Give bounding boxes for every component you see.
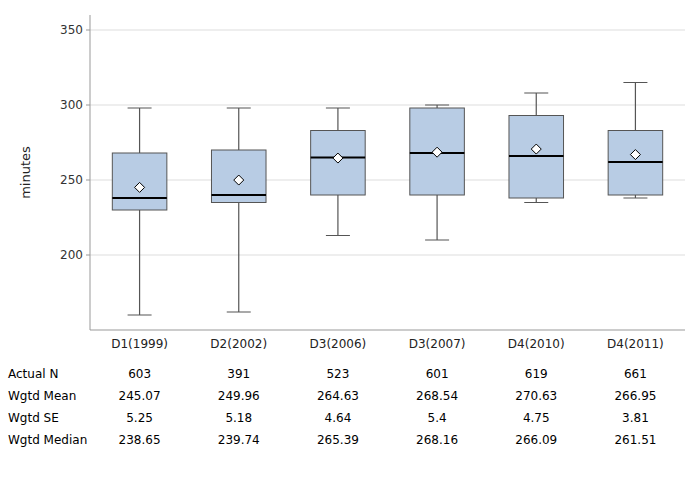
whisker-high: [623, 83, 647, 131]
y-axis-label: minutes: [18, 146, 33, 199]
median: [112, 197, 167, 199]
box: [112, 153, 167, 210]
table-cell: 4.64: [325, 411, 352, 425]
grid-line: [90, 105, 685, 106]
whisker-low: [128, 210, 152, 315]
table-cell: 264.63: [317, 389, 359, 403]
box: [410, 108, 465, 195]
grid-line: [90, 180, 685, 181]
x-tick-label: D4(2011): [607, 337, 664, 351]
table-cell: 239.74: [218, 433, 260, 447]
boxes: [112, 83, 662, 316]
whisker-high: [227, 108, 251, 150]
table-cell: 261.51: [614, 433, 656, 447]
x-axis: [90, 330, 685, 331]
grid-line: [90, 255, 685, 256]
table-cell: 4.75: [523, 411, 550, 425]
grid-line: [90, 30, 685, 31]
box: [211, 150, 266, 203]
table-cell: 601: [426, 367, 449, 381]
table-cell: 266.95: [614, 389, 656, 403]
x-tick-label: D3(2006): [310, 337, 367, 351]
whisker-low: [524, 198, 548, 203]
box: [509, 116, 564, 199]
whisker-high: [326, 108, 350, 131]
table-row-label: Wgtd Median: [8, 433, 87, 447]
y-tick-label: 300: [60, 98, 83, 112]
median: [509, 155, 564, 157]
mean-marker: [234, 175, 244, 185]
x-tick-label: D2(2002): [210, 337, 267, 351]
table-cell: 523: [326, 367, 349, 381]
table-cell: 5.25: [126, 411, 153, 425]
table-row-label: Actual N: [8, 367, 58, 381]
grid: [90, 30, 685, 255]
y-tick: [86, 105, 90, 106]
mean-marker: [630, 150, 640, 160]
whisker-high: [524, 93, 548, 116]
y-axis: [90, 15, 91, 330]
table-cell: 270.63: [515, 389, 557, 403]
table-cell: 391: [227, 367, 250, 381]
y-tick-label: 350: [60, 23, 83, 37]
whisker-low: [227, 203, 251, 313]
table-cell: 266.09: [515, 433, 557, 447]
box: [608, 131, 663, 196]
box: [311, 131, 366, 196]
table-cell: 5.4: [428, 411, 447, 425]
table-cell: 245.07: [119, 389, 161, 403]
chart: 200 250 300 350 minutes D1(1999) D2(2002) D3(20…: [0, 0, 700, 500]
table-cell: 265.39: [317, 433, 359, 447]
median: [211, 194, 266, 196]
whisker-low: [425, 195, 449, 240]
whisker-high: [128, 108, 152, 153]
table-cell: 3.81: [622, 411, 649, 425]
whisker-low: [326, 195, 350, 236]
y-tick: [86, 30, 90, 31]
table-cell: 603: [128, 367, 151, 381]
mean-marker: [333, 153, 343, 163]
x-tick-label: D4(2010): [508, 337, 565, 351]
table-row-label: Wgtd Mean: [8, 389, 76, 403]
y-tick: [86, 255, 90, 256]
mean-marker: [135, 182, 145, 192]
x-tick-label: D1(1999): [111, 337, 168, 351]
table-cell: 619: [525, 367, 548, 381]
x-tick-label: D3(2007): [409, 337, 466, 351]
mean-marker: [432, 147, 442, 157]
y-tick: [86, 180, 90, 181]
y-tick-label: 200: [60, 248, 83, 262]
table-cell: 661: [624, 367, 647, 381]
table-cell: 5.18: [225, 411, 252, 425]
table-row-label: Wgtd SE: [8, 411, 59, 425]
mean-marker: [531, 144, 541, 154]
table-cell: 268.16: [416, 433, 458, 447]
table-cell: 238.65: [119, 433, 161, 447]
y-tick-label: 250: [60, 173, 83, 187]
median: [608, 161, 663, 163]
table-cell: 249.96: [218, 389, 260, 403]
table-cell: 268.54: [416, 389, 458, 403]
